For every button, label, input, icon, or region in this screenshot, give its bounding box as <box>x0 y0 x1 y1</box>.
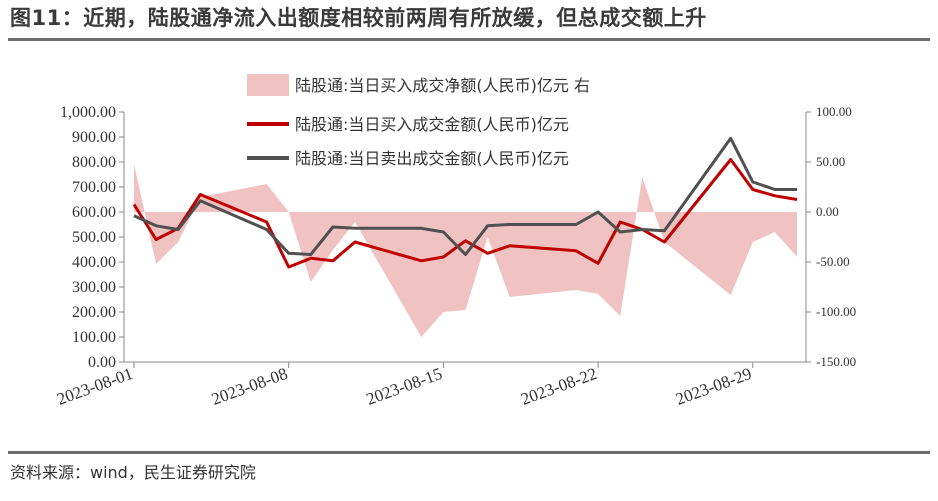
legend-swatch-area <box>247 74 289 96</box>
left-tick-label: 800.00 <box>72 154 116 171</box>
footer-divider <box>8 451 930 454</box>
source-note: 资料来源：wind，民生证券研究院 <box>10 463 256 482</box>
x-tick-label: 2023-08-08 <box>209 364 290 409</box>
right-tick-label: -150.00 <box>816 354 856 369</box>
legend-label: 陆股通:当日买入成交净额(人民币)亿元 右 <box>295 76 590 95</box>
left-tick-label: 200.00 <box>72 304 116 321</box>
left-tick-label: 300.00 <box>72 279 116 296</box>
net-buy-area <box>134 164 797 337</box>
right-tick-label: -50.00 <box>816 254 850 269</box>
right-tick-label: 0.00 <box>816 204 839 219</box>
sell-amount-line <box>133 136 797 256</box>
left-tick-label: 100.00 <box>72 329 116 346</box>
net-buy-area-layer <box>134 164 797 337</box>
left-tick-label: 600.00 <box>72 204 116 221</box>
legend-label: 陆股通:当日卖出成交金额(人民币)亿元 <box>295 149 569 168</box>
buy-amount-line <box>132 158 798 269</box>
lines-layer <box>132 136 798 269</box>
legend: 陆股通:当日买入成交净额(人民币)亿元 右陆股通:当日买入成交金额(人民币)亿元… <box>247 74 590 168</box>
title-divider <box>8 38 930 41</box>
left-tick-label: 0.00 <box>88 354 116 371</box>
right-tick-label: -100.00 <box>816 304 856 319</box>
x-tick-label: 2023-08-22 <box>518 364 599 409</box>
left-tick-label: 400.00 <box>72 254 116 271</box>
legend-label: 陆股通:当日买入成交金额(人民币)亿元 <box>295 115 569 134</box>
left-tick-label: 500.00 <box>72 229 116 246</box>
x-tick-label: 2023-08-15 <box>364 364 445 409</box>
left-tick-label: 1,000.00 <box>60 104 116 121</box>
left-tick-label: 700.00 <box>72 179 116 196</box>
axes-layer: 0.00 100.00 200.00 300.00 400.00 500.00 600.00… <box>54 104 856 409</box>
x-tick-label: 2023-08-29 <box>673 364 754 409</box>
left-tick-label: 900.00 <box>72 129 116 146</box>
chart-title: 图11：近期，陆股通净流入出额度相较前两周有所放缓，但总成交额上升 <box>10 6 707 30</box>
right-tick-label: 100.00 <box>816 104 852 119</box>
right-tick-label: 50.00 <box>816 154 845 169</box>
